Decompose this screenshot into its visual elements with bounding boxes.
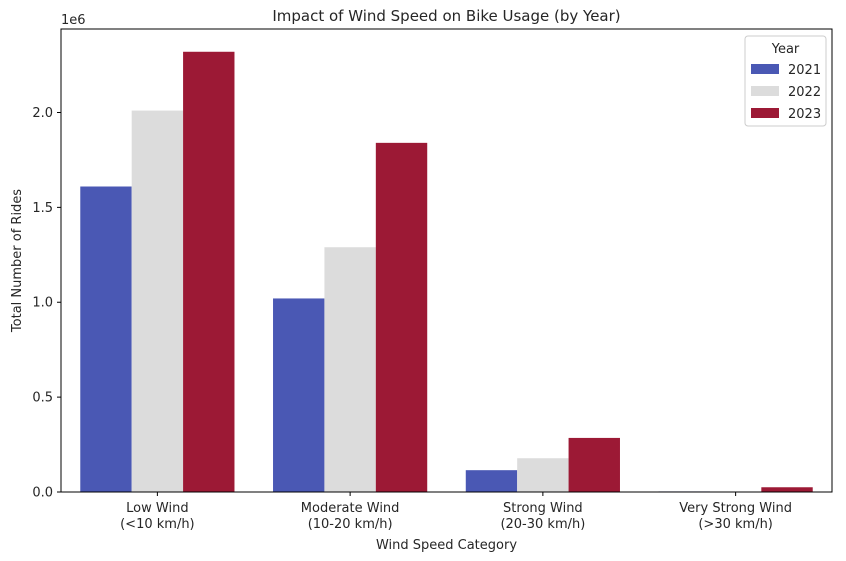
- legend-swatch-2023: [751, 108, 779, 118]
- bar-2022-cat-0: [131, 110, 184, 492]
- x-tick-label: Very Strong Wind: [679, 501, 792, 516]
- bars-group: [80, 51, 813, 492]
- y-tick-label: 0.5: [32, 391, 53, 406]
- x-tick-label: Strong Wind: [503, 501, 583, 516]
- bar-2023-cat-3: [761, 487, 813, 492]
- y-tick-label: 0.0: [32, 486, 53, 501]
- legend-title: Year: [771, 42, 800, 57]
- plot-frame: [60, 28, 833, 493]
- y-tick-label: 1.5: [32, 201, 53, 216]
- x-tick-label: (10-20 km/h): [308, 517, 393, 532]
- y-offset-label: 1e6: [61, 13, 86, 28]
- x-tick-label: Moderate Wind: [301, 501, 400, 516]
- bar-2021-cat-2: [465, 470, 518, 492]
- bar-2023-cat-2: [568, 437, 620, 492]
- legend-label-2022: 2022: [788, 85, 821, 100]
- y-ticks-group: 0.0 0.5 1.0 1.5 2.0: [32, 106, 61, 501]
- bar-2023-cat-0: [183, 51, 235, 492]
- bar-2021-cat-0: [80, 186, 132, 492]
- bar-2023-cat-1: [375, 142, 428, 492]
- legend-box: [744, 35, 827, 127]
- x-tick-label: (<10 km/h): [120, 517, 195, 532]
- legend-swatch-2021: [751, 64, 779, 74]
- legend-label-2021: 2021: [788, 63, 821, 78]
- bar-2022-cat-2: [517, 458, 569, 492]
- bar-2021-cat-1: [273, 298, 325, 492]
- x-ticks-group: Low Wind(<10 km/h) Moderate Wind(10-20 km…: [120, 492, 792, 532]
- chart-title: Impact of Wind Speed on Bike Usage (by Y…: [272, 7, 620, 25]
- x-tick-label: (>30 km/h): [698, 517, 773, 532]
- legend: Year 2021 2022 2023: [744, 35, 827, 127]
- x-axis-label: Wind Speed Category: [376, 538, 517, 553]
- bar-2022-cat-1: [324, 247, 376, 492]
- y-tick-label: 2.0: [32, 106, 53, 121]
- y-axis-label: Total Number of Rides: [10, 189, 25, 333]
- y-tick-label: 1.0: [32, 296, 53, 311]
- x-tick-label: (20-30 km/h): [500, 517, 585, 532]
- x-tick-label: Low Wind: [126, 501, 188, 516]
- legend-swatch-2022: [751, 86, 779, 96]
- legend-label-2023: 2023: [788, 107, 821, 122]
